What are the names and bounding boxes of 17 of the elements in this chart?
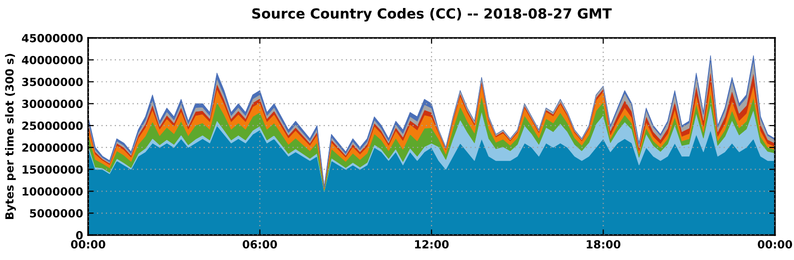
y-tick-label: 35000000 [22, 78, 83, 86]
x-tick-label: 06:00 [242, 240, 277, 248]
y-tick-label: 20000000 [22, 143, 83, 152]
y-tick-label: 10000000 [22, 187, 83, 196]
x-tick-label: 12:00 [415, 240, 449, 248]
x-tick-label: 00:00 [758, 240, 792, 248]
x-tick-label: 00:00 [70, 240, 106, 248]
y-tick-label: 15000000 [22, 165, 83, 174]
y-tick-label: 45000000 [22, 34, 83, 42]
y-tick-label: 5000000 [30, 209, 83, 218]
y-axis-title: Bytes per time slot (300 s) [5, 54, 16, 219]
y-tick-label: 40000000 [22, 56, 83, 64]
x-tick-label: 18:00 [586, 240, 620, 248]
chart-title: Source Country Codes (CC) -- 2018-08-27 GMT [252, 8, 612, 22]
y-tick-label: 25000000 [22, 122, 83, 130]
y-tick-label: 0 [76, 231, 83, 240]
y-tick-label: 30000000 [22, 100, 83, 108]
